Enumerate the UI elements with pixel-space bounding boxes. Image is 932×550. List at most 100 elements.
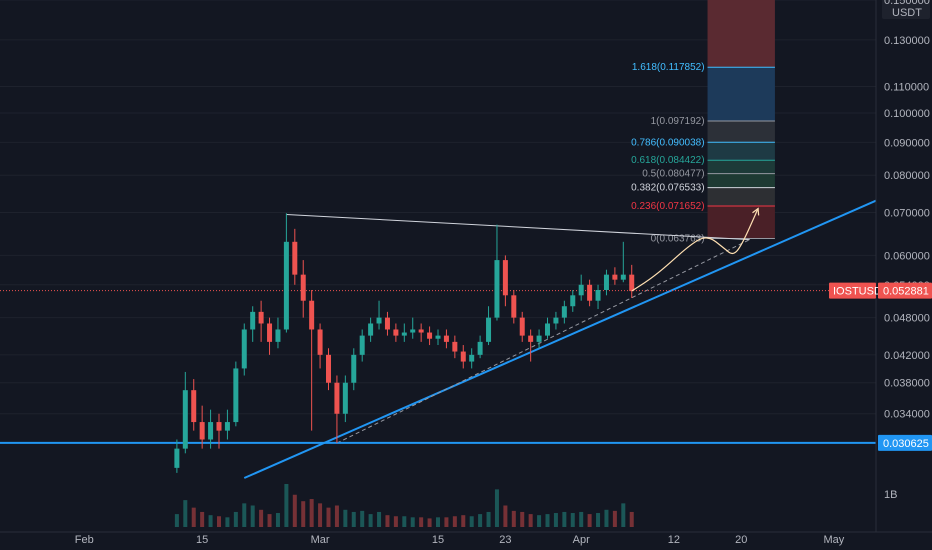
time-tick-label: Mar <box>311 534 330 546</box>
volume-bar <box>309 499 314 527</box>
time-axis[interactable]: Feb 15 Mar 15 23 Apr 12 20 May <box>0 531 932 546</box>
candle-body <box>275 329 281 342</box>
volume-bar <box>208 515 213 527</box>
currency-label: USDT <box>892 7 922 19</box>
time-tick-label: Feb <box>75 534 94 546</box>
candle-body <box>469 354 475 362</box>
dashed-guide-line[interactable] <box>336 239 750 444</box>
candle-body <box>208 422 214 440</box>
price-axis[interactable]: 0.130000 0.110000 0.100000 0.090000 0.080000… <box>875 0 932 550</box>
projection-curve[interactable] <box>631 208 759 292</box>
candle-body <box>191 390 197 423</box>
candle-body <box>553 317 559 324</box>
fib-band <box>707 120 775 143</box>
price-tick-label: 0.100000 <box>884 108 930 120</box>
price-tick-label: 0.110000 <box>884 81 929 93</box>
volume-bar <box>410 517 415 527</box>
volume-bar <box>334 505 339 527</box>
volume-bar <box>511 510 516 527</box>
candle-body <box>401 332 407 336</box>
candle-body <box>300 274 306 301</box>
volume-bar <box>444 517 449 527</box>
projection-path[interactable] <box>631 207 760 292</box>
volume-bar <box>452 516 457 527</box>
fib-extension[interactable]: 0(0.063763) 0.236(0.071652) 0.382(0.076533… <box>631 0 775 244</box>
volume-scale-label: 1B <box>884 489 897 501</box>
volume-bar <box>553 513 558 527</box>
volume-bar <box>377 511 382 527</box>
volume-bar <box>612 510 617 527</box>
volume-bar <box>385 515 390 527</box>
candle-body <box>368 323 374 336</box>
volume-bars <box>174 484 634 527</box>
candle-body <box>384 317 390 330</box>
volume-bar <box>292 494 297 527</box>
candle-body <box>410 329 416 333</box>
candle-body <box>578 284 584 296</box>
candle-body <box>342 382 348 414</box>
time-tick-label: 23 <box>499 534 511 546</box>
price-tick-label: 0.130000 <box>884 35 930 47</box>
candle-body <box>452 341 458 352</box>
candle-body <box>351 354 357 383</box>
candle-body <box>258 311 264 324</box>
candle-body <box>216 422 222 431</box>
fib-band <box>707 160 775 174</box>
candle-body <box>233 368 239 423</box>
candle-body <box>545 323 550 336</box>
volume-bar <box>478 514 483 527</box>
candle-body <box>435 335 441 339</box>
symbol-name: IOSTUSDT <box>833 286 889 298</box>
volume-bar <box>570 513 575 527</box>
fib-level-label: 0.786(0.090038) <box>631 137 704 148</box>
price-tick-label: 0.034000 <box>884 409 930 421</box>
candle-body <box>511 295 517 318</box>
candle-body <box>376 317 382 324</box>
upper-resistance-line[interactable] <box>286 213 750 241</box>
candle-body <box>250 311 256 330</box>
volume-bar <box>461 515 466 527</box>
candle-body <box>292 241 298 275</box>
fib-top-zone <box>707 0 775 68</box>
candle-body <box>199 422 205 440</box>
volume-bar <box>486 511 491 527</box>
last-price-value: 0.052881 <box>883 286 929 298</box>
volume-bar <box>629 511 634 527</box>
fib-level-label: 0.236(0.071652) <box>631 201 704 212</box>
candle-body <box>443 335 449 342</box>
time-tick-label: 20 <box>735 534 747 546</box>
candle-body <box>536 335 542 342</box>
candle-body <box>359 335 365 355</box>
fib-level-label: 0.618(0.084422) <box>631 155 704 166</box>
volume-bar <box>191 507 196 527</box>
rising-support-line[interactable] <box>243 196 885 479</box>
volume-bar <box>520 511 525 527</box>
candle-body <box>595 289 601 301</box>
price-tick-label: 0.150000 <box>884 0 930 7</box>
volume-bar <box>494 489 499 527</box>
volume-bar <box>503 505 508 527</box>
volume-bar <box>427 518 432 527</box>
candle-body <box>283 241 289 330</box>
volume-bar <box>225 517 230 527</box>
price-tick-label: 0.080000 <box>884 170 930 182</box>
candle-body <box>528 335 534 342</box>
support-price-tag <box>878 434 932 451</box>
trendlines[interactable] <box>0 196 885 479</box>
volume-bar <box>419 517 424 527</box>
fib-level-label: 0.382(0.076533) <box>631 183 704 194</box>
candle-body <box>267 323 273 342</box>
volume-bar <box>545 514 550 527</box>
volume-bar <box>174 514 179 527</box>
candle-body <box>334 382 340 414</box>
candle-body <box>309 300 315 330</box>
volume-bar <box>242 503 247 527</box>
projection-arrowhead[interactable] <box>752 207 760 216</box>
candles <box>174 213 635 473</box>
candle-body <box>174 448 180 468</box>
price-tick-label: 0.038000 <box>884 378 930 390</box>
fib-band <box>707 187 775 206</box>
candle-body <box>570 295 576 307</box>
price-axis-bg <box>876 0 932 550</box>
